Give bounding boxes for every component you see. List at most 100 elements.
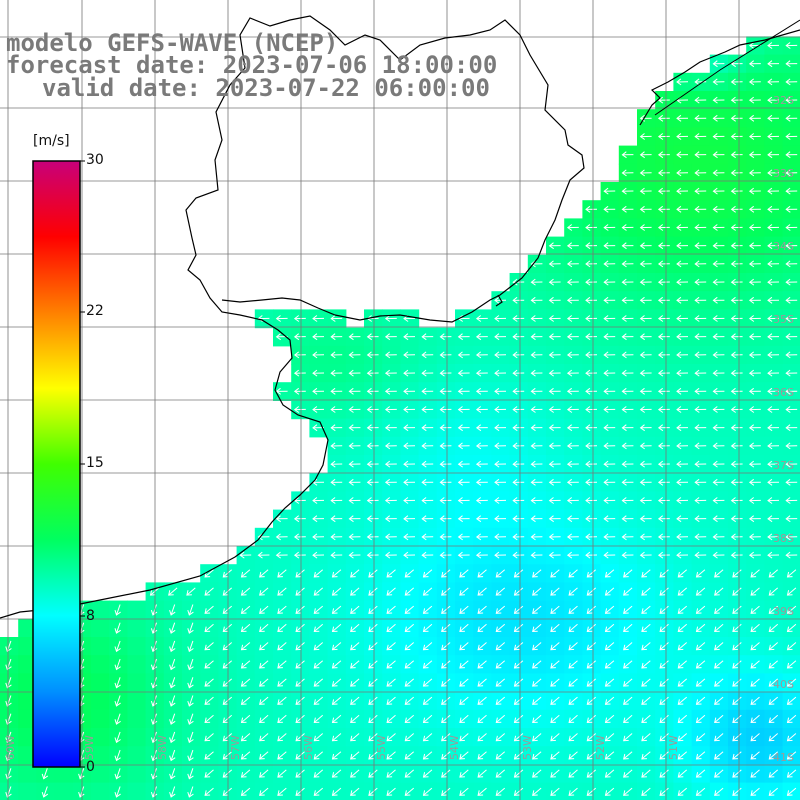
wind-arrow	[603, 369, 616, 377]
wind-arrow	[695, 733, 706, 742]
wind-arrow	[585, 533, 598, 541]
wind-arrow	[657, 406, 670, 413]
wind-arrow	[604, 733, 615, 742]
wind-arrow	[694, 169, 707, 177]
wind-arrow	[331, 587, 342, 596]
wind-arrow	[694, 96, 707, 104]
wind-arrow	[368, 751, 378, 760]
wind-arrow	[677, 660, 688, 669]
wind-arrow	[677, 605, 688, 614]
wind-arrow	[495, 678, 506, 687]
wind-arrow	[313, 623, 324, 633]
wind-arrow	[386, 769, 396, 778]
wind-arrow	[639, 187, 652, 195]
wind-arrow	[532, 714, 542, 724]
wind-arrow	[730, 460, 743, 468]
wind-arrow	[331, 623, 342, 633]
wind-arrow	[313, 787, 324, 796]
wind-arrow	[532, 623, 542, 633]
wind-arrow	[604, 696, 615, 705]
wind-arrow	[386, 751, 396, 760]
wind-arrow	[548, 351, 561, 359]
wind-arrow	[585, 205, 598, 213]
wind-arrow	[732, 569, 742, 578]
wind-arrow	[114, 658, 121, 671]
wind-arrow	[603, 315, 616, 322]
wind-arrow	[459, 696, 469, 705]
wind-arrow	[295, 769, 305, 778]
wind-arrow	[730, 260, 743, 268]
wind-arrow	[477, 642, 487, 651]
wind-arrow	[694, 224, 707, 231]
wind-arrow	[204, 696, 214, 705]
wind-arrow	[748, 406, 761, 413]
wind-arrow	[532, 587, 542, 596]
wind-arrow	[240, 733, 251, 742]
wind-arrow	[767, 387, 780, 395]
wind-arrow	[657, 533, 670, 541]
wind-arrow	[604, 623, 615, 633]
wind-arrow	[694, 387, 707, 395]
wind-arrow	[767, 515, 780, 523]
wind-arrow	[639, 460, 652, 468]
wind-arrow	[548, 315, 561, 322]
field-cell	[127, 618, 147, 638]
wind-arrow	[422, 751, 433, 760]
wind-arrow	[586, 642, 597, 651]
wind-arrow	[566, 424, 579, 432]
wind-arrow	[604, 660, 615, 669]
wind-arrow	[548, 387, 561, 395]
wind-arrow	[677, 714, 688, 724]
wind-arrow	[767, 96, 780, 104]
wind-arrow	[404, 642, 415, 651]
wind-arrow	[768, 623, 779, 633]
wind-arrow	[712, 151, 725, 159]
wind-arrow	[568, 623, 578, 633]
wind-arrow	[568, 642, 578, 651]
wind-arrow	[550, 769, 560, 778]
wind-arrow	[439, 369, 452, 377]
wind-arrow	[566, 242, 579, 250]
wind-arrow	[240, 623, 251, 633]
wind-arrow	[457, 533, 470, 541]
wind-arrow	[312, 533, 325, 541]
wind-arrow	[768, 678, 779, 687]
wind-arrow	[748, 333, 761, 341]
wind-arrow	[585, 424, 598, 432]
wind-arrow	[550, 678, 560, 687]
wind-arrow	[404, 769, 415, 778]
wind-arrow	[730, 515, 743, 523]
wind-arrow	[730, 278, 743, 286]
wind-arrow	[222, 696, 233, 705]
longitude-label: 57W	[229, 735, 242, 760]
wind-arrow	[313, 569, 324, 578]
wind-arrow	[767, 406, 780, 413]
wind-arrow	[767, 315, 780, 322]
wind-arrow	[169, 749, 176, 762]
wind-arrow	[785, 497, 798, 504]
wind-arrow	[621, 278, 634, 286]
wind-arrow	[240, 787, 251, 796]
wind-arrow	[603, 478, 616, 486]
wind-arrow	[550, 587, 560, 596]
wind-arrow	[548, 478, 561, 486]
wind-arrow	[532, 642, 542, 651]
wind-arrow	[785, 406, 798, 413]
wind-arrow	[732, 678, 742, 687]
wind-arrow	[676, 551, 689, 559]
wind-arrow	[495, 714, 506, 724]
wind-arrow	[730, 478, 743, 486]
wind-arrow	[494, 351, 507, 359]
wind-arrow	[331, 714, 342, 724]
wind-arrow	[694, 442, 707, 450]
wind-arrow	[441, 623, 451, 633]
wind-arrow	[330, 369, 343, 377]
wind-arrow	[293, 351, 306, 359]
wind-arrow	[41, 768, 49, 780]
wind-arrow	[331, 696, 342, 705]
wind-arrow	[494, 533, 507, 541]
wind-arrow	[494, 406, 507, 413]
wind-arrow	[331, 751, 342, 760]
latitude-label: 34S	[773, 240, 794, 253]
wind-arrow	[513, 696, 524, 705]
